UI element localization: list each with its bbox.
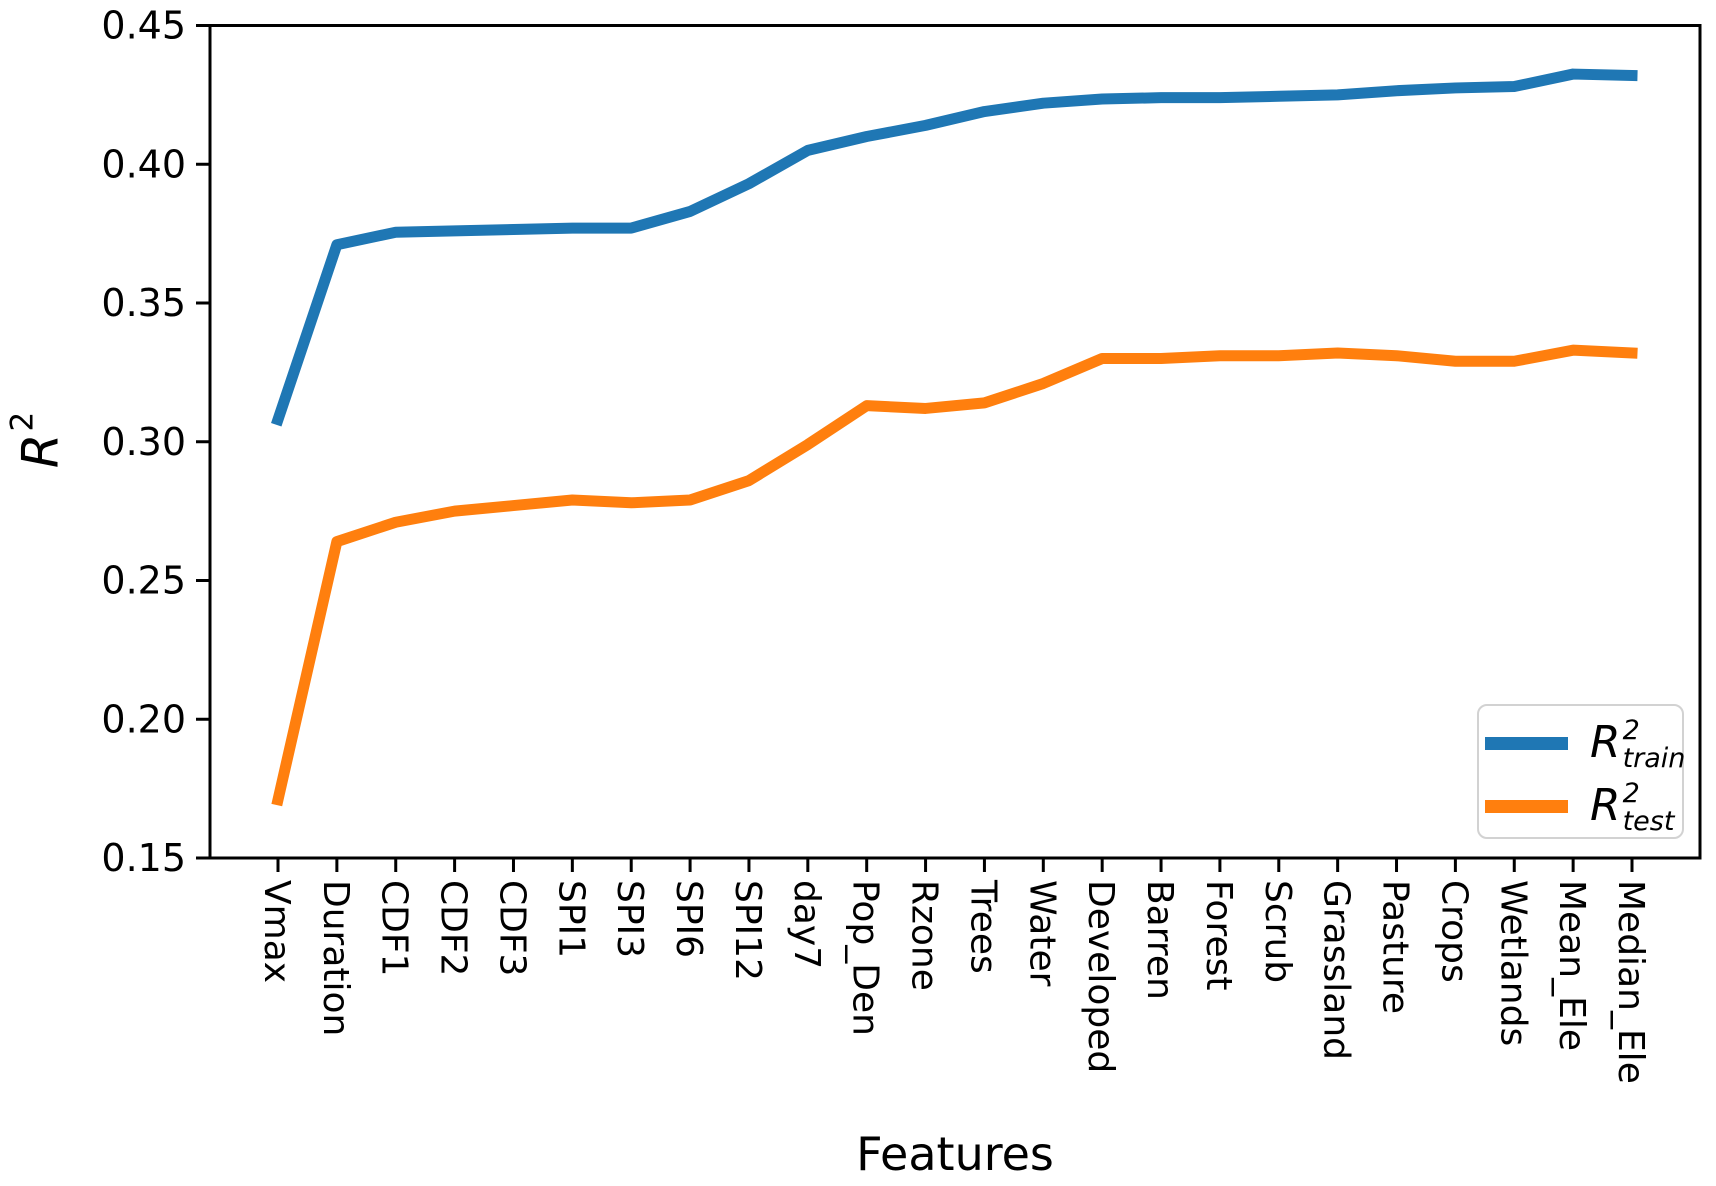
x-tick-label: Duration: [315, 880, 356, 1036]
y-tick-label: 0.25: [101, 559, 186, 603]
x-tick-label: CDF2: [433, 880, 474, 976]
series-line-R2_train: [271, 68, 1638, 427]
x-tick-label: day7: [786, 880, 827, 969]
legend-train-sup: 2: [1622, 715, 1640, 747]
legend-test-label: R 2 test: [1590, 778, 1675, 837]
x-tick-label: Pop_Den: [845, 880, 886, 1036]
legend-test-color-swatch: [1485, 799, 1568, 813]
y-axis-title-base: R: [11, 433, 70, 469]
legend-entry-train: R 2 train: [1485, 717, 1685, 772]
legend-test-sub: test: [1622, 806, 1675, 837]
y-tick-label: 0.35: [101, 281, 186, 325]
plot-border: [208, 24, 1702, 860]
legend-train-sub: train: [1622, 743, 1686, 774]
x-tick-label: Scrub: [1257, 880, 1298, 983]
legend-train-label: R 2 train: [1590, 715, 1686, 774]
x-tick-label: SPI3: [609, 880, 650, 958]
x-tick-label: Water: [1021, 880, 1062, 987]
legend-entry-test: R 2 test: [1485, 780, 1678, 835]
y-tick-label: 0.30: [101, 420, 186, 464]
x-tick-label: CDF1: [374, 880, 415, 976]
x-tick-label: Mean_Ele: [1551, 880, 1592, 1051]
series-line-R2_test: [271, 344, 1638, 807]
x-tick-label: Pasture: [1375, 880, 1416, 1014]
x-tick-label: Grassland: [1316, 880, 1357, 1060]
y-axis-title-sup: 2: [4, 411, 40, 432]
x-tick-label: Trees: [962, 879, 1003, 974]
legend-train-color-swatch: [1485, 736, 1568, 750]
x-tick-label: SPI1: [550, 880, 591, 958]
x-tick-label: Crops: [1433, 880, 1474, 983]
y-tick-label: 0.40: [101, 142, 186, 186]
x-tick-label: Barren: [1139, 880, 1180, 1000]
legend-test-sup: 2: [1622, 778, 1640, 810]
x-tick-label: SPI12: [727, 880, 768, 981]
x-tick-label: Forest: [1198, 880, 1239, 990]
y-tick-label: 0.15: [101, 836, 186, 880]
x-tick-label: Median_Ele: [1610, 880, 1651, 1084]
x-axis-title: Features: [856, 1127, 1054, 1181]
x-tick-label: SPI6: [668, 880, 709, 958]
x-tick-label: Wetlands: [1492, 880, 1533, 1046]
legend: R 2 train R 2 test: [1477, 704, 1685, 839]
x-tick-label: Vmax: [256, 880, 297, 983]
x-tick-label: CDF3: [491, 880, 532, 976]
y-tick-label: 0.20: [101, 697, 186, 741]
x-tick-label: Rzone: [904, 880, 945, 991]
x-tick-label: Developed: [1080, 880, 1121, 1073]
y-tick-label: 0.45: [101, 4, 186, 48]
